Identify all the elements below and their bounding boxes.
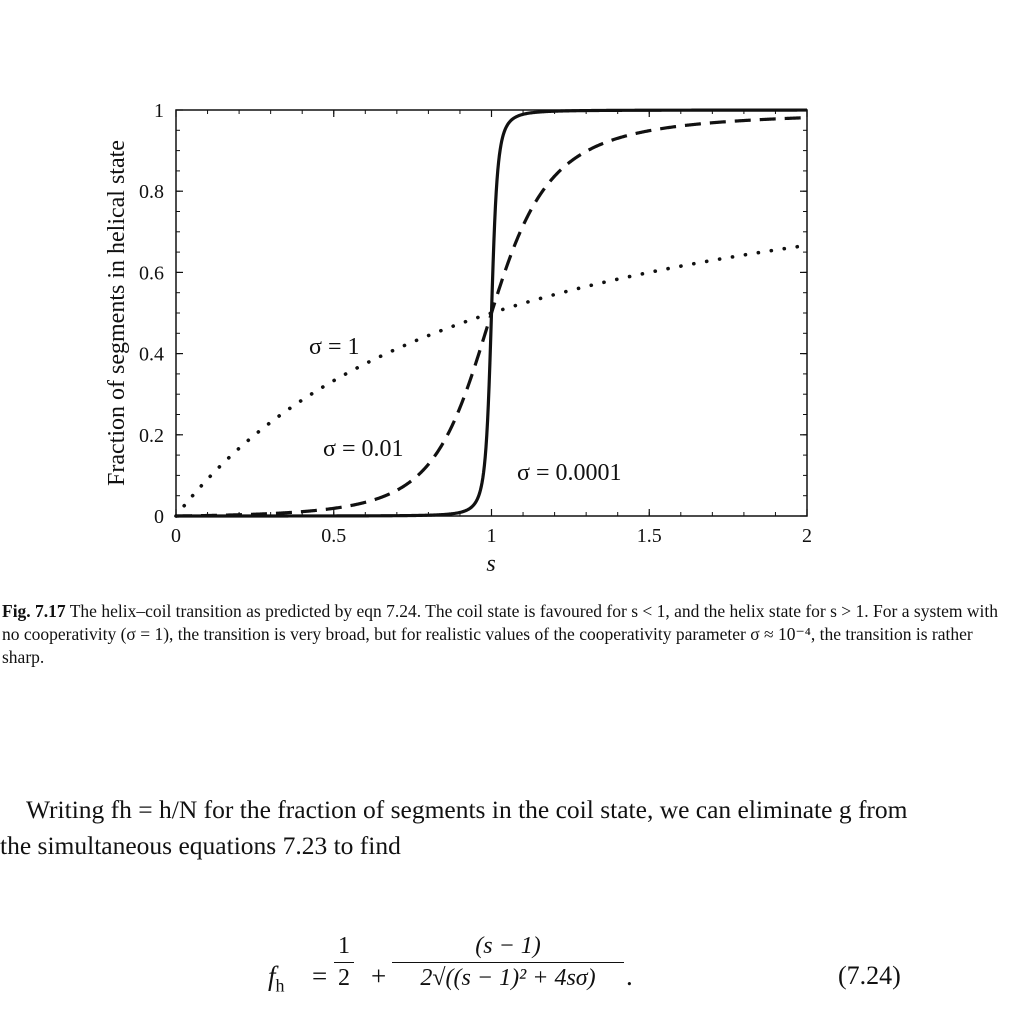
equation-denominator: 2√((s − 1)² + 4sσ) (420, 965, 596, 991)
x-tick-label: 0 (171, 525, 181, 547)
series-line-3 (176, 108, 807, 518)
caption-text: The helix–coil transition as predicted b… (2, 601, 998, 667)
annotation-sigma-0-0001: σ = 0.0001 (517, 460, 621, 486)
x-tick-label: 2 (802, 525, 812, 547)
helix-coil-chart: Fraction of segments in helical state s … (104, 100, 812, 577)
equation-7-24: fh = 1 2 + (s − 1) 2√((s − 1)² + 4sσ) . … (268, 933, 901, 996)
equation-main-fraction: (s − 1) 2√((s − 1)² + 4sσ) (392, 933, 624, 992)
x-tick-label: 1 (487, 525, 497, 547)
figure-caption: Fig. 7.17 The helix–coil transition as p… (2, 600, 1002, 669)
y-tick-label: 0.8 (139, 181, 164, 203)
annotation-sigma-1: σ = 1 (309, 334, 359, 360)
y-tick-label: 0 (154, 506, 164, 528)
equation-numerator: (s − 1) (392, 933, 624, 963)
annotation-sigma-0-01: σ = 0.01 (323, 436, 403, 462)
body-paragraph-text: Writing fh = h/N for the fraction of seg… (0, 795, 908, 860)
x-tick-label: 0.5 (321, 525, 346, 547)
equation-half: 1 2 (334, 933, 354, 992)
figure-label: Fig. 7.17 (2, 601, 66, 621)
equation-equals: = (312, 961, 328, 991)
body-paragraph: Writing fh = h/N for the fraction of seg… (0, 792, 930, 864)
y-tick-label: 1 (154, 100, 164, 122)
y-tick-label: 0.4 (139, 344, 164, 366)
equation-plus: + (371, 961, 387, 991)
ticks-layer: 0 0.5 1 1.5 2 0 0.2 0.4 0.6 0.8 1 (139, 100, 812, 547)
series-layer (174, 108, 809, 518)
equation-lhs: fh (268, 961, 285, 996)
plot-frame (175, 109, 808, 517)
equation-tag: (7.24) (838, 961, 901, 990)
y-tick-label: 0.2 (139, 425, 164, 447)
y-axis-label: Fraction of segments in helical state (104, 140, 130, 486)
y-tick-label: 0.6 (139, 262, 164, 284)
x-axis-label: s (486, 551, 495, 577)
x-tick-label: 1.5 (637, 525, 662, 547)
